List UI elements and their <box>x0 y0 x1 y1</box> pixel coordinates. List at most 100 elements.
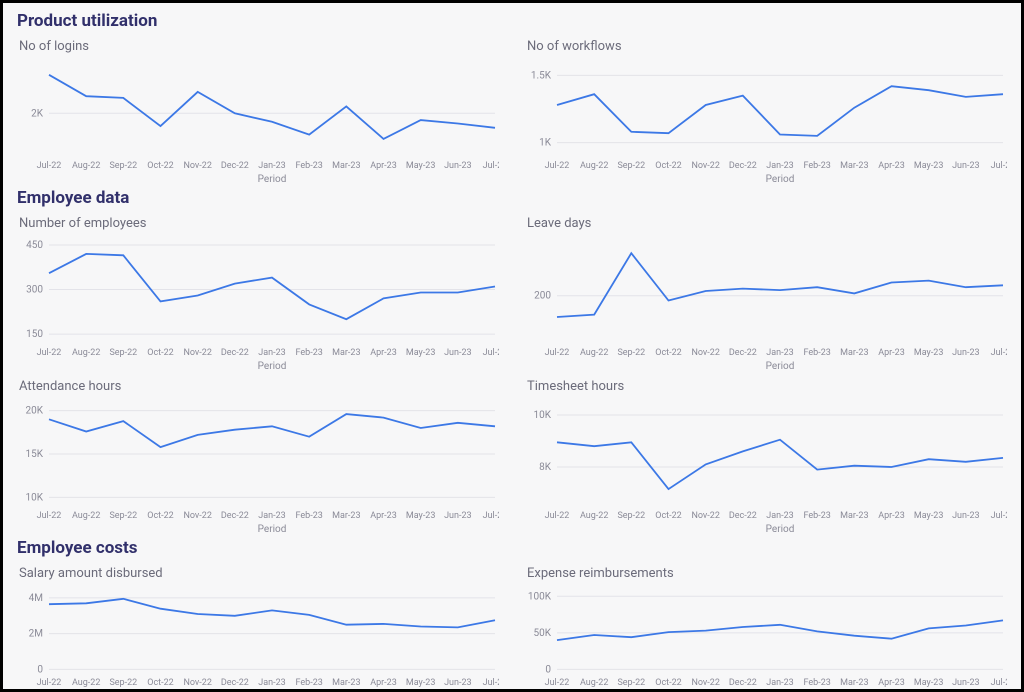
svg-text:Aug-22: Aug-22 <box>72 161 100 171</box>
svg-text:Mar-23: Mar-23 <box>840 511 868 521</box>
svg-text:Jan-23: Jan-23 <box>766 678 793 688</box>
svg-text:Feb-23: Feb-23 <box>296 678 323 688</box>
svg-text:Apr-23: Apr-23 <box>878 161 905 171</box>
svg-text:Nov-22: Nov-22 <box>183 678 211 688</box>
chart-logins: 2KJul-22Aug-22Sep-22Oct-22Nov-22Dec-22Ja… <box>15 56 499 186</box>
svg-text:15K: 15K <box>25 449 43 460</box>
svg-text:Oct-22: Oct-22 <box>655 511 681 521</box>
svg-text:Feb-23: Feb-23 <box>296 161 323 171</box>
svg-text:Aug-22: Aug-22 <box>580 678 608 688</box>
svg-text:Aug-22: Aug-22 <box>72 348 100 358</box>
svg-text:Jun-23: Jun-23 <box>444 348 472 358</box>
svg-text:2K: 2K <box>31 108 44 119</box>
svg-text:Sep-22: Sep-22 <box>617 511 645 521</box>
chart-salary: 02M4MJul-22Aug-22Sep-22Oct-22Nov-22Dec-2… <box>15 583 499 692</box>
svg-text:May-23: May-23 <box>406 348 436 358</box>
svg-text:Jul-22: Jul-22 <box>37 678 62 688</box>
svg-text:8K: 8K <box>539 462 552 473</box>
section-title-employee-data: Employee data <box>17 188 1011 208</box>
svg-text:Oct-22: Oct-22 <box>147 678 173 688</box>
svg-text:Jun-23: Jun-23 <box>952 678 980 688</box>
svg-text:Jul-23: Jul-23 <box>483 348 499 358</box>
svg-text:Dec-22: Dec-22 <box>221 511 249 521</box>
chart-employees: 150300450Jul-22Aug-22Sep-22Oct-22Nov-22D… <box>15 233 499 373</box>
svg-text:Aug-22: Aug-22 <box>580 511 608 521</box>
svg-text:Sep-22: Sep-22 <box>109 161 137 171</box>
svg-text:Jun-23: Jun-23 <box>444 678 472 688</box>
svg-text:4M: 4M <box>29 593 43 604</box>
svg-text:Mar-23: Mar-23 <box>840 161 868 171</box>
svg-text:Dec-22: Dec-22 <box>221 348 249 358</box>
svg-text:Jul-22: Jul-22 <box>545 161 570 171</box>
svg-text:Jun-23: Jun-23 <box>952 511 980 521</box>
svg-text:Jul-22: Jul-22 <box>37 511 62 521</box>
svg-text:1.5K: 1.5K <box>531 70 552 81</box>
svg-text:300: 300 <box>26 285 43 296</box>
svg-text:Oct-22: Oct-22 <box>655 161 681 171</box>
svg-text:May-23: May-23 <box>914 348 944 358</box>
svg-text:Jan-23: Jan-23 <box>258 678 285 688</box>
svg-text:Jan-23: Jan-23 <box>766 511 793 521</box>
svg-text:Sep-22: Sep-22 <box>617 348 645 358</box>
svg-text:Aug-22: Aug-22 <box>580 161 608 171</box>
svg-text:2M: 2M <box>29 629 43 640</box>
svg-text:10K: 10K <box>25 492 43 503</box>
svg-text:Jul-23: Jul-23 <box>991 161 1007 171</box>
svg-text:50K: 50K <box>533 628 551 639</box>
svg-text:200: 200 <box>534 291 551 302</box>
chart-title-leave: Leave days <box>527 216 1009 231</box>
svg-text:Jul-22: Jul-22 <box>37 161 62 171</box>
svg-text:Jun-23: Jun-23 <box>952 348 980 358</box>
svg-text:Apr-23: Apr-23 <box>370 511 397 521</box>
svg-text:Jun-23: Jun-23 <box>444 161 472 171</box>
svg-text:Apr-23: Apr-23 <box>878 678 905 688</box>
chart-expense: 050K100KJul-22Aug-22Sep-22Oct-22Nov-22De… <box>523 583 1007 692</box>
chart-title-logins: No of logins <box>19 39 501 54</box>
svg-text:Jul-22: Jul-22 <box>545 348 570 358</box>
svg-text:Jan-23: Jan-23 <box>766 348 793 358</box>
svg-text:Apr-23: Apr-23 <box>370 678 397 688</box>
svg-text:Period: Period <box>258 361 287 372</box>
svg-text:Feb-23: Feb-23 <box>804 678 831 688</box>
svg-text:Jan-23: Jan-23 <box>766 161 793 171</box>
svg-text:Jul-22: Jul-22 <box>545 678 570 688</box>
chart-leave: 200Jul-22Aug-22Sep-22Oct-22Nov-22Dec-22J… <box>523 233 1007 373</box>
svg-text:Oct-22: Oct-22 <box>655 348 681 358</box>
svg-text:Sep-22: Sep-22 <box>109 678 137 688</box>
chart-title-expense: Expense reimbursements <box>527 566 1009 581</box>
svg-text:Aug-22: Aug-22 <box>72 678 100 688</box>
row-employee-data-1: Number of employees 150300450Jul-22Aug-2… <box>13 210 1011 373</box>
svg-text:Nov-22: Nov-22 <box>183 348 211 358</box>
svg-text:Sep-22: Sep-22 <box>617 678 645 688</box>
svg-text:Nov-22: Nov-22 <box>691 161 719 171</box>
svg-text:Apr-23: Apr-23 <box>370 348 397 358</box>
svg-text:150: 150 <box>26 329 43 340</box>
svg-text:Jul-23: Jul-23 <box>991 348 1007 358</box>
svg-text:0: 0 <box>37 664 43 675</box>
svg-text:Feb-23: Feb-23 <box>804 511 831 521</box>
chart-cell-leave: Leave days 200Jul-22Aug-22Sep-22Oct-22No… <box>521 210 1011 373</box>
svg-text:Period: Period <box>766 524 795 535</box>
svg-text:Oct-22: Oct-22 <box>655 678 681 688</box>
svg-text:Sep-22: Sep-22 <box>109 511 137 521</box>
svg-text:Period: Period <box>766 361 795 372</box>
chart-title-workflows: No of workflows <box>527 39 1009 54</box>
chart-cell-employees: Number of employees 150300450Jul-22Aug-2… <box>13 210 503 373</box>
svg-text:100K: 100K <box>528 591 552 602</box>
section-title-employee-costs: Employee costs <box>17 538 1011 558</box>
svg-text:Period: Period <box>766 174 795 185</box>
chart-title-employees: Number of employees <box>19 216 501 231</box>
chart-cell-attendance: Attendance hours 10K15K20KJul-22Aug-22Se… <box>13 373 503 536</box>
svg-text:Apr-23: Apr-23 <box>370 161 397 171</box>
row-employee-data-2: Attendance hours 10K15K20KJul-22Aug-22Se… <box>13 373 1011 536</box>
svg-text:Oct-22: Oct-22 <box>147 348 173 358</box>
chart-cell-timesheet: Timesheet hours 8K10KJul-22Aug-22Sep-22O… <box>521 373 1011 536</box>
svg-text:Mar-23: Mar-23 <box>332 348 360 358</box>
svg-text:Dec-22: Dec-22 <box>221 161 249 171</box>
svg-text:May-23: May-23 <box>914 511 944 521</box>
chart-cell-salary: Salary amount disbursed 02M4MJul-22Aug-2… <box>13 560 503 692</box>
svg-text:Oct-22: Oct-22 <box>147 161 173 171</box>
svg-text:Jan-23: Jan-23 <box>258 161 285 171</box>
svg-text:10K: 10K <box>533 410 551 421</box>
svg-text:Dec-22: Dec-22 <box>729 511 757 521</box>
